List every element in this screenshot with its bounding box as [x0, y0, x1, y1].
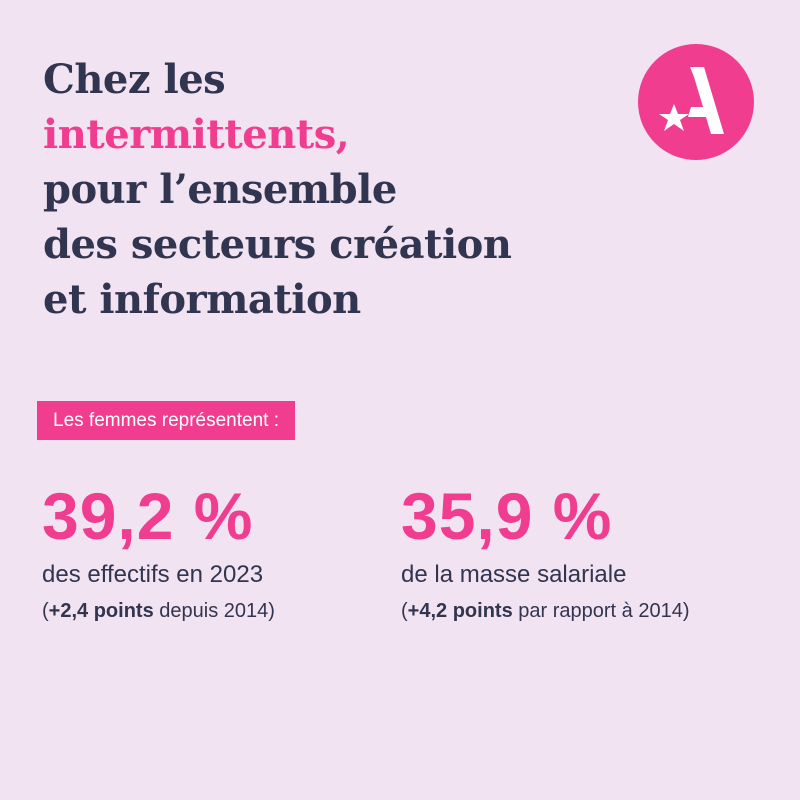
title-line-4: des secteurs création: [43, 221, 512, 268]
stat-value: 35,9 %: [401, 479, 613, 553]
stat-description: des effectifs en 2023: [42, 561, 264, 588]
star-a-logo-icon: [638, 44, 754, 160]
stat-change-open: (: [42, 600, 49, 622]
stat-change-open: (: [401, 600, 408, 622]
stat-change-points: +2,4 points: [48, 600, 154, 622]
stat-change: (+4,2 points par rapport à 2014): [401, 599, 689, 623]
title-line-1: Chez les: [43, 56, 226, 103]
page-title: Chez les intermittents, pour l’ensemble …: [43, 52, 643, 327]
title-line-5: et information: [43, 276, 361, 323]
women-represent-badge: Les femmes représentent :: [37, 401, 295, 440]
stat-change-points: +4,2 points: [407, 600, 513, 622]
stat-change-period: par rapport à 2014): [512, 600, 690, 622]
stat-description: de la masse salariale: [401, 561, 627, 588]
stat-payroll: 35,9 % de la masse salariale (+4,2 point…: [401, 478, 689, 623]
stat-value: 39,2 %: [42, 479, 254, 553]
stat-change-period: depuis 2014): [153, 600, 275, 622]
title-line-3: pour l’ensemble: [43, 166, 397, 213]
stat-change: (+2,4 points depuis 2014): [42, 599, 275, 623]
title-line-2-accent: intermittents,: [43, 111, 350, 158]
stat-workforce: 39,2 % des effectifs en 2023 (+2,4 point…: [42, 478, 275, 623]
